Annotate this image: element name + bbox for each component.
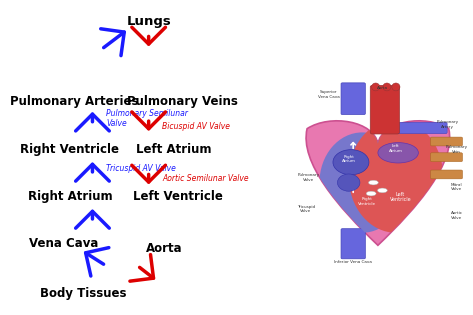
Ellipse shape	[319, 132, 405, 233]
Ellipse shape	[337, 174, 360, 191]
Text: Superior
Vena Cava: Superior Vena Cava	[317, 90, 339, 99]
Text: Right
Ventricle: Right Ventricle	[358, 197, 376, 206]
FancyBboxPatch shape	[341, 83, 365, 115]
Text: Left Atrium: Left Atrium	[136, 143, 211, 156]
Text: Pulmonary
Valve: Pulmonary Valve	[297, 174, 319, 182]
Text: Pulmonary Veins: Pulmonary Veins	[127, 94, 238, 107]
Text: Aortic Semilunar Valve: Aortic Semilunar Valve	[162, 174, 249, 183]
Ellipse shape	[383, 83, 391, 91]
Text: Body Tissues: Body Tissues	[40, 287, 127, 301]
Ellipse shape	[372, 83, 380, 91]
Ellipse shape	[377, 188, 387, 193]
FancyBboxPatch shape	[430, 137, 463, 146]
Text: Tricuspid
Valve: Tricuspid Valve	[297, 205, 315, 213]
Ellipse shape	[368, 180, 378, 185]
Text: Left
Ventricle: Left Ventricle	[390, 192, 411, 203]
Ellipse shape	[366, 191, 376, 196]
Text: Pulmonary
Vein: Pulmonary Vein	[446, 145, 468, 154]
Ellipse shape	[349, 120, 443, 233]
Text: Pulmonary
Artery: Pulmonary Artery	[437, 120, 459, 129]
Text: Aortic
Valve: Aortic Valve	[451, 211, 463, 220]
Text: Pulmonary Arteries: Pulmonary Arteries	[10, 94, 139, 107]
FancyBboxPatch shape	[430, 170, 463, 179]
FancyBboxPatch shape	[341, 229, 365, 259]
Ellipse shape	[378, 143, 418, 163]
Text: Bicuspid AV Valve: Bicuspid AV Valve	[162, 122, 230, 131]
Text: Mitral
Valve: Mitral Valve	[451, 183, 463, 192]
Text: Right Ventricle: Right Ventricle	[20, 143, 120, 156]
Circle shape	[333, 150, 369, 175]
Text: Aorta: Aorta	[146, 242, 183, 255]
Text: Right
Atrium: Right Atrium	[342, 155, 356, 163]
Text: Right Atrium: Right Atrium	[28, 190, 112, 203]
PathPatch shape	[306, 121, 450, 245]
Text: Inferior Vena Cava: Inferior Vena Cava	[334, 260, 372, 264]
Text: Aorta: Aorta	[377, 85, 388, 89]
Ellipse shape	[392, 83, 400, 91]
Text: Left
Atrium: Left Atrium	[389, 144, 403, 153]
Text: Pulmonary Semilunar
Valve: Pulmonary Semilunar Valve	[106, 109, 188, 128]
FancyBboxPatch shape	[430, 153, 463, 162]
FancyBboxPatch shape	[370, 85, 400, 134]
Text: Vena Cava: Vena Cava	[28, 237, 98, 250]
FancyBboxPatch shape	[390, 122, 447, 134]
Text: Left Ventricle: Left Ventricle	[133, 190, 223, 203]
Text: Lungs: Lungs	[126, 14, 171, 28]
Text: Tricuspid AV Valve: Tricuspid AV Valve	[106, 164, 176, 173]
